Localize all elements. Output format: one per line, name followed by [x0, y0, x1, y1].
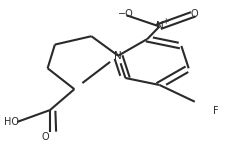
Text: +: +: [162, 17, 168, 26]
Text: O: O: [41, 132, 49, 141]
Text: −O: −O: [118, 9, 133, 19]
Text: N: N: [156, 22, 163, 31]
Text: HO: HO: [4, 117, 19, 127]
Text: F: F: [213, 106, 219, 116]
Text: N: N: [114, 51, 122, 61]
Text: O: O: [191, 9, 199, 19]
